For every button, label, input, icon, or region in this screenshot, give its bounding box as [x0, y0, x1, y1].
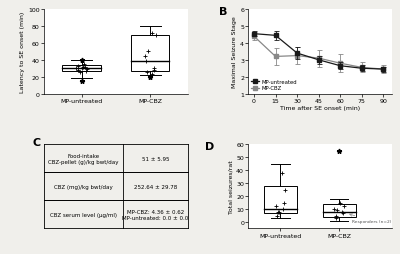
Text: 51 ± 5.95: 51 ± 5.95 — [142, 156, 169, 161]
Text: MP-CBZ: 4.36 ± 0.62
MP-untreated: 0.0 ± 0.0: MP-CBZ: 4.36 ± 0.62 MP-untreated: 0.0 ± … — [122, 209, 188, 220]
Text: 252.64 ± 29.78: 252.64 ± 29.78 — [134, 184, 177, 189]
X-axis label: Time after SE onset (min): Time after SE onset (min) — [280, 106, 360, 111]
Text: B: B — [220, 7, 228, 17]
Y-axis label: Total seizures/rat: Total seizures/rat — [228, 160, 233, 213]
Y-axis label: Latency to SE onset (min): Latency to SE onset (min) — [20, 12, 26, 93]
Text: Food-intake
CBZ-pellet (g)/kg bwt/day: Food-intake CBZ-pellet (g)/kg bwt/day — [48, 153, 119, 164]
Text: C: C — [32, 138, 41, 148]
Bar — [62, 66, 101, 71]
Y-axis label: Maximal Seizure Stage: Maximal Seizure Stage — [232, 17, 237, 88]
Text: CBZ (mg)/kg bwt/day: CBZ (mg)/kg bwt/day — [54, 184, 113, 189]
Text: CBZ serum level (µg/ml): CBZ serum level (µg/ml) — [50, 212, 117, 217]
Legend: MP-untreated, MP-CBZ: MP-untreated, MP-CBZ — [251, 79, 298, 91]
Text: Responders (n=2): Responders (n=2) — [350, 214, 392, 224]
Bar — [323, 204, 356, 217]
Bar — [264, 186, 297, 213]
Bar — [131, 35, 169, 71]
Text: D: D — [205, 141, 214, 151]
